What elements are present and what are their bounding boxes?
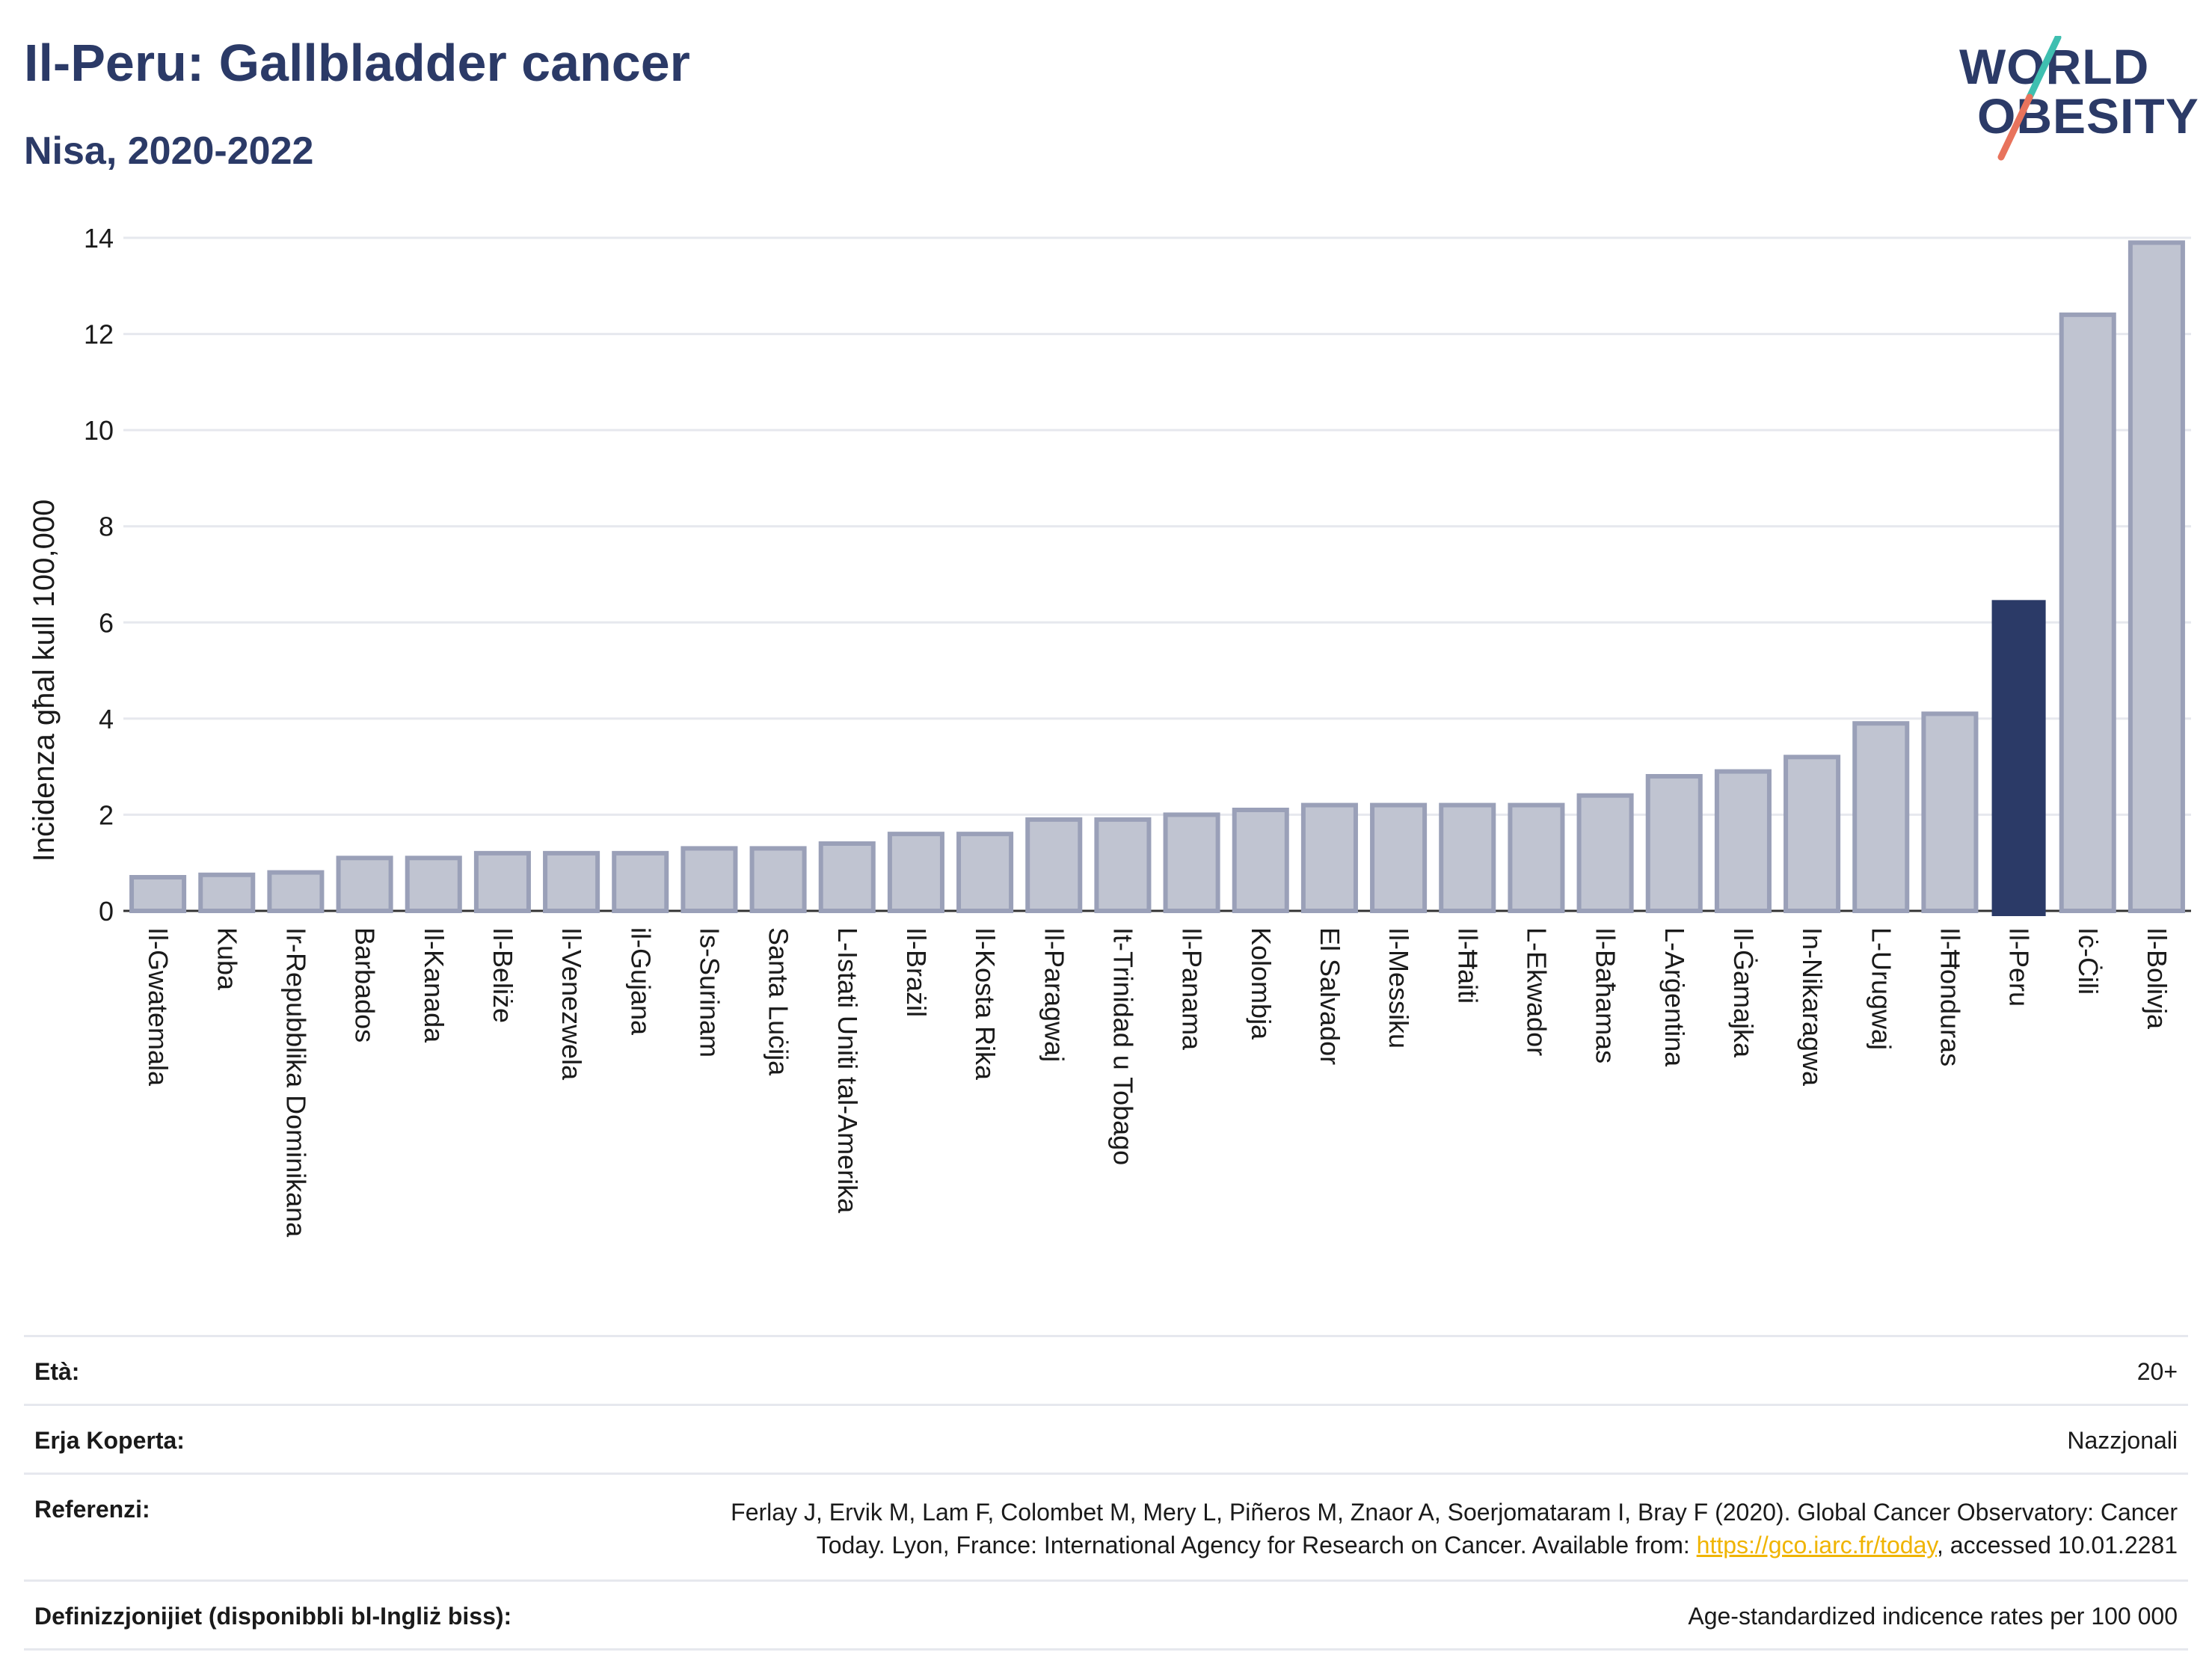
- gridlines: [123, 236, 2191, 912]
- meta-ref-value: Ferlay J, Ervik M, Lam F, Colombet M, Me…: [682, 1496, 2178, 1562]
- bar: [1645, 774, 1703, 913]
- x-tick-label: It-Trinidad u Tobago: [1107, 927, 1138, 1165]
- x-tick-label: Iċ-Ċili: [2073, 927, 2104, 995]
- x-tick-label: L-Ekwador: [1521, 927, 1552, 1056]
- logo-slash-icon: [1997, 36, 2062, 161]
- bar: [267, 870, 325, 913]
- bar: [1163, 812, 1220, 914]
- x-tick-label: Il-Baħamas: [1591, 927, 1621, 1063]
- bar: [2059, 312, 2116, 914]
- y-axis-label: Inċidenza għal kull 100,000: [28, 500, 61, 862]
- y-tick-label: 10: [84, 415, 114, 446]
- bar: [336, 856, 393, 913]
- x-tick-label: Il-Gwatemala: [143, 927, 173, 1087]
- bar: [1508, 802, 1565, 913]
- bar: [1300, 802, 1358, 913]
- y-tick-labels: 0 2 4 6 8 10 12 14: [84, 223, 114, 927]
- bar: [1232, 808, 1289, 913]
- x-tick-label: Il-Peru: [2004, 927, 2035, 1007]
- meta-age-label: Età:: [34, 1358, 80, 1385]
- x-tick-label: Il-Messiku: [1383, 927, 1414, 1048]
- y-tick-label: 8: [99, 512, 114, 542]
- x-tick-label: il-Gujana: [625, 927, 656, 1036]
- x-tick-label: L-Arġentina: [1659, 927, 1690, 1067]
- bar: [1370, 802, 1428, 913]
- bar: [681, 846, 738, 914]
- y-tick-label: 0: [99, 896, 114, 927]
- x-tick-label: L-Istati Uniti tal-Amerika: [832, 927, 863, 1214]
- x-tick-label: Il-Beliże: [488, 927, 518, 1023]
- bar: [818, 841, 876, 913]
- x-tick-label: Il-Ħonduras: [1935, 927, 1965, 1066]
- meta-row-area: Erja Koperta: Nazzjonali: [24, 1404, 2188, 1473]
- y-tick-label: 4: [99, 704, 114, 734]
- page-subtitle: Nisa, 2020-2022: [24, 129, 314, 173]
- bar: [1991, 600, 2046, 916]
- y-tick-label: 2: [99, 799, 114, 830]
- bar-chart: 0 2 4 6 8 10 12 14 Il-Gwatemala Kuba Ir-Repubblik…: [28, 223, 2191, 1238]
- bar: [1714, 769, 1772, 913]
- meta-def-label: Definizzjonijiet (disponibbli bl-Ingliż …: [34, 1603, 512, 1630]
- x-tick-label: Il-Ġamajka: [1728, 927, 1759, 1058]
- bar: [405, 856, 462, 913]
- x-tick-label: Kuba: [212, 927, 242, 991]
- meta-area-label: Erja Koperta:: [34, 1427, 185, 1454]
- x-tick-label: Il-Panama: [1177, 927, 1208, 1051]
- x-tick-label: Ir-Repubblika Dominikana: [280, 927, 311, 1238]
- x-tick-label: Il-Ħaiti: [1452, 927, 1483, 1004]
- meta-age-value: 20+: [2136, 1358, 2178, 1385]
- bar: [198, 872, 256, 913]
- x-tick-label: Il-Paragwaj: [1039, 927, 1069, 1062]
- ref-text-part1: Ferlay J, Ervik M, Lam F, Colombet M, Me…: [731, 1499, 2178, 1559]
- bar: [473, 850, 531, 913]
- bar: [612, 850, 669, 913]
- x-tick-label: Il-Kosta Rika: [970, 927, 1001, 1081]
- bars: [129, 240, 2185, 916]
- bar: [1852, 721, 1910, 913]
- ref-link[interactable]: https://gco.iarc.fr/today: [1696, 1532, 1937, 1559]
- bar: [1094, 817, 1152, 913]
- x-tick-label: Is-Surinam: [694, 927, 725, 1057]
- x-tick-label: Kolombja: [1246, 927, 1276, 1040]
- y-tick-label: 12: [84, 319, 114, 350]
- bar: [887, 832, 944, 914]
- x-tick-label: In-Nikaragwa: [1797, 927, 1828, 1087]
- bar: [749, 846, 807, 914]
- page-title: Il-Peru: Gallbladder cancer: [24, 34, 690, 92]
- bar: [129, 875, 187, 913]
- x-tick-label: Il-Kanada: [419, 927, 449, 1043]
- x-tick-labels: Il-Gwatemala Kuba Ir-Repubblika Dominikana…: [143, 927, 2172, 1238]
- ref-text-part2: , accessed 10.01.2281: [1936, 1532, 2178, 1559]
- bar: [1921, 711, 1979, 914]
- bar: [956, 832, 1014, 914]
- x-tick-label: El Salvador: [1315, 927, 1345, 1065]
- bar: [543, 850, 600, 913]
- bar: [2127, 240, 2185, 913]
- bar: [1576, 793, 1634, 914]
- bar: [1439, 802, 1496, 913]
- x-tick-label: Il-Bolivja: [2142, 927, 2172, 1030]
- bar: [1025, 817, 1083, 913]
- x-tick-label: Santa Luċija: [764, 927, 794, 1076]
- x-tick-label: L-Urugwaj: [1866, 927, 1896, 1050]
- y-tick-label: 6: [99, 607, 114, 638]
- x-tick-label: Il-Venezwela: [556, 927, 587, 1081]
- meta-row-age: Età: 20+: [24, 1335, 2188, 1404]
- x-tick-label: Barbados: [350, 927, 381, 1043]
- bar: [1784, 755, 1841, 913]
- meta-row-references: Referenzi: Ferlay J, Ervik M, Lam F, Col…: [24, 1473, 2188, 1579]
- meta-row-definitions: Definizzjonijiet (disponibbli bl-Ingliż …: [24, 1579, 2188, 1651]
- meta-ref-label: Referenzi:: [34, 1496, 150, 1523]
- world-obesity-logo: WORLD OBESITY: [1944, 36, 2199, 163]
- x-tick-label: Il-Brażil: [901, 927, 932, 1017]
- meta-area-value: Nazzjonali: [2067, 1427, 2178, 1454]
- metadata-table: Età: 20+ Erja Koperta: Nazzjonali Refere…: [24, 1335, 2188, 1651]
- meta-def-value: Age-standardized indicence rates per 100…: [1688, 1603, 2178, 1630]
- y-tick-label: 14: [84, 223, 114, 254]
